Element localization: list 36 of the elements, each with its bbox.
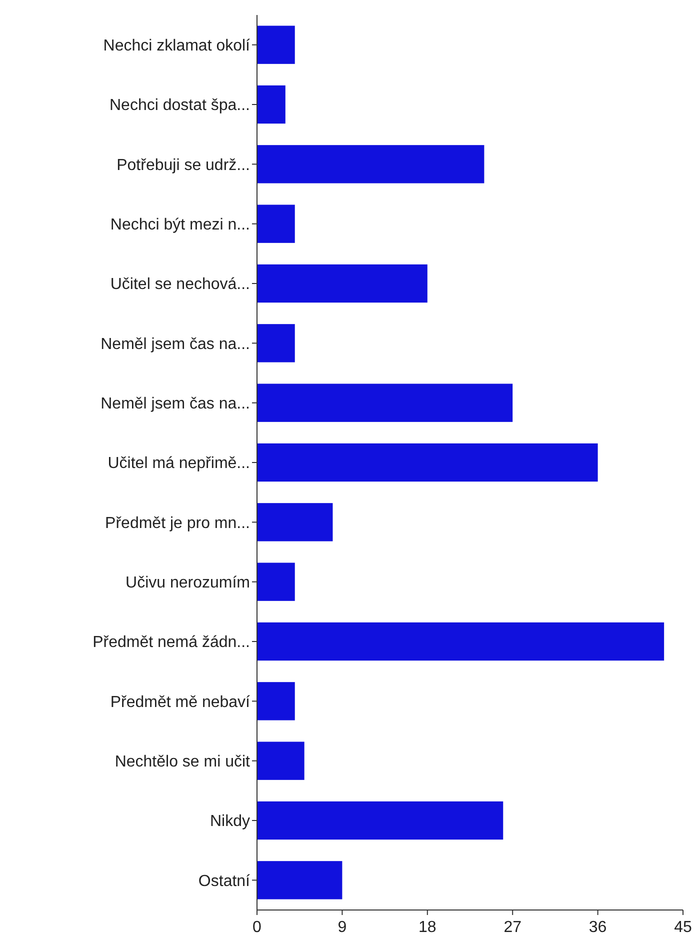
y-tick-label: Učitel má nepřimě... [108,455,250,472]
y-tick-label: Učivu nerozumím [126,574,250,592]
bar [257,742,304,780]
bar [257,145,484,184]
bar [257,562,295,601]
y-tick-label: Nikdy [210,813,250,830]
y-tick-label: Předmět nemá žádn... [92,634,250,652]
bar [257,384,513,422]
bar [257,622,664,661]
x-tick-label: 18 [418,919,436,936]
y-tick-label: Ostatní [198,872,251,890]
bar [257,324,295,362]
y-tick-label: Nechci zklamat okolí [103,37,251,54]
y-tick-label: Neměl jsem čas na... [100,336,250,353]
y-tick-label: Potřebuji se udrž... [116,156,250,174]
bar [257,503,333,542]
bar [257,264,428,303]
bar [257,204,295,243]
bar [257,443,598,482]
bar [257,26,295,64]
x-tick-label: 9 [338,919,347,936]
y-tick-label: Nechci být mezi n... [110,216,250,234]
bar [257,861,342,900]
bar [257,682,295,720]
x-tick-label: 0 [252,919,262,936]
y-tick-label: Předmět mě nebaví [110,694,251,711]
x-tick-label: 27 [504,919,522,936]
y-tick-label: Neměl jsem čas na... [100,395,250,412]
x-tick-label: 36 [588,919,607,936]
y-tick-label: Učitel se nechová... [110,276,250,294]
bar [257,85,286,124]
bar [257,801,504,840]
y-tick-label: Nechci dostat špa... [109,97,250,114]
y-tick-label: Nechtělo se mi učit [114,753,251,770]
y-tick-label: Předmět je pro mn... [105,514,250,532]
x-tick-label: 45 [674,919,692,936]
